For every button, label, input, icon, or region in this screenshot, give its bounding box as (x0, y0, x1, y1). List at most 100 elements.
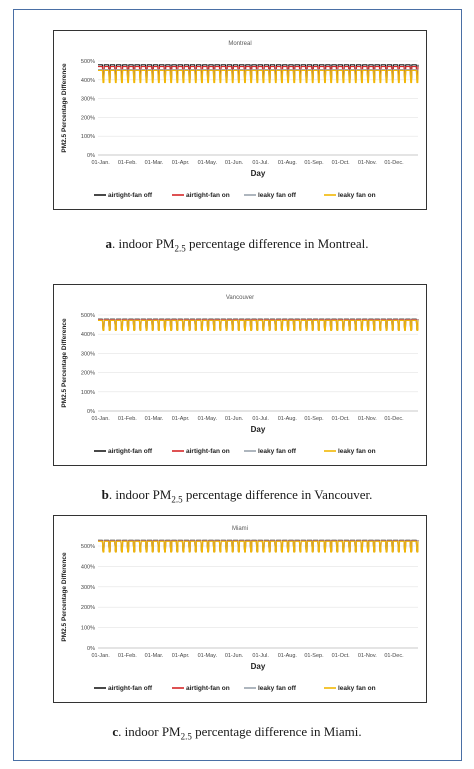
legend-label: airtight-fan on (186, 192, 230, 199)
x-tick-label: 01-Sep. (304, 160, 324, 166)
y-axis-label: PM2.5 Percentage Difference (61, 63, 68, 153)
chart-title: Vancouver (226, 295, 254, 301)
series-line-4 (98, 540, 419, 553)
x-tick-label: 01-Nov. (358, 416, 377, 422)
y-tick-label: 500% (81, 59, 95, 65)
y-tick-label: 500% (81, 313, 95, 319)
x-tick-label: 01-Jun. (225, 160, 244, 166)
y-tick-label: 0% (87, 646, 95, 652)
y-tick-label: 0% (87, 153, 95, 159)
x-tick-label: 01-Apr. (172, 160, 190, 166)
caption-c: c. indoor PM2.5 percentage difference in… (0, 724, 474, 742)
x-tick-label: 01-Aug. (278, 653, 298, 659)
x-tick-label: 01-Jan. (91, 416, 110, 422)
caption-a-sub: 2.5 (174, 243, 186, 254)
caption-c-letter: c (112, 724, 119, 739)
caption-a-post: percentage difference in Montreal. (185, 236, 369, 251)
legend-label: leaky fan off (258, 448, 297, 455)
x-tick-label: 01-May. (198, 416, 218, 422)
y-tick-label: 400% (81, 332, 95, 338)
caption-b-sub: 2.5 (171, 494, 183, 505)
x-tick-label: 01-Oct. (332, 416, 351, 422)
x-tick-label: 01-Jun. (225, 653, 244, 659)
legend-label: airtight-fan off (108, 448, 153, 455)
x-tick-label: 01-Jan. (91, 653, 110, 659)
chart-panel-vancouver: Vancouver 0% 100% 200% 300% 400% 500% 01-Jan. 01… (53, 284, 427, 466)
x-tick-label: 01-Nov. (358, 653, 377, 659)
x-tick-label: 01-Aug. (278, 160, 298, 166)
legend-label: leaky fan on (338, 448, 376, 455)
x-tick-label: 01-Feb. (118, 416, 137, 422)
y-axis-label: PM2.5 Percentage Difference (61, 318, 68, 408)
caption-a: a. indoor PM2.5 percentage difference in… (0, 236, 474, 254)
y-tick-label: 400% (81, 564, 95, 570)
legend-label: leaky fan on (338, 685, 376, 692)
x-tick-label: 01-Mar. (145, 416, 164, 422)
y-tick-label: 500% (81, 544, 95, 550)
x-tick-label: 01-Dec. (384, 160, 404, 166)
legend-label: leaky fan on (338, 192, 376, 199)
legend-label: airtight-fan on (186, 448, 230, 455)
y-tick-label: 200% (81, 115, 95, 121)
x-axis-label: Day (251, 169, 266, 178)
y-tick-label: 300% (81, 97, 95, 103)
y-tick-label: 100% (81, 134, 95, 140)
chart-panel-miami: Miami 0% 100% 200% 300% 400% 500% 01-Jan. 01-Feb… (53, 515, 427, 703)
x-tick-label: 01-Jul. (252, 653, 269, 659)
legend-label: leaky fan off (258, 685, 297, 692)
y-axis-label: PM2.5 Percentage Difference (61, 552, 68, 642)
caption-c-sub: 2.5 (180, 731, 192, 742)
x-tick-label: 01-May. (198, 160, 218, 166)
chart-vancouver: Vancouver 0% 100% 200% 300% 400% 500% 01-Jan. 01… (61, 295, 419, 455)
caption-c-pre: . indoor PM (118, 724, 181, 739)
y-tick-label: 400% (81, 78, 95, 84)
chart-miami: Miami 0% 100% 200% 300% 400% 500% 01-Jan. 01-Feb… (61, 526, 419, 692)
caption-a-pre: . indoor PM (112, 236, 175, 251)
caption-c-post: percentage difference in Miami. (191, 724, 362, 739)
y-tick-label: 200% (81, 371, 95, 377)
x-tick-label: 01-Apr. (172, 653, 190, 659)
legend-label: airtight-fan on (186, 685, 230, 692)
y-tick-label: 0% (87, 409, 95, 415)
x-tick-label: 01-Jul. (252, 416, 269, 422)
x-tick-label: 01-Oct. (332, 653, 351, 659)
x-axis-label: Day (251, 662, 266, 671)
legend-label: leaky fan off (258, 192, 297, 199)
x-tick-label: 01-Jan. (91, 160, 110, 166)
series-line-4 (98, 319, 419, 331)
x-tick-label: 01-Aug. (278, 416, 298, 422)
caption-a-letter: a (105, 236, 113, 251)
x-tick-label: 01-May. (198, 653, 218, 659)
chart-title: Miami (232, 526, 248, 532)
legend-label: airtight-fan off (108, 685, 153, 692)
x-tick-label: 01-Sep. (304, 416, 324, 422)
figure-frame (13, 9, 462, 761)
chart-panel-montreal: Montreal 0% 100% 200% 300% 400% 500% 01-Jan. 01-… (53, 30, 427, 210)
legend-label: airtight-fan off (108, 192, 153, 199)
x-tick-label: 01-Dec. (384, 416, 404, 422)
x-tick-label: 01-Jun. (225, 416, 244, 422)
x-tick-label: 01-Mar. (145, 653, 164, 659)
series-line-4 (98, 69, 419, 84)
y-tick-label: 200% (81, 605, 95, 611)
chart-montreal: Montreal 0% 100% 200% 300% 400% 500% 01-Jan. 01-… (61, 41, 419, 199)
y-tick-label: 100% (81, 390, 95, 396)
caption-b: b. indoor PM2.5 percentage difference in… (0, 487, 474, 505)
y-tick-label: 300% (81, 585, 95, 591)
x-tick-label: 01-Dec. (384, 653, 404, 659)
caption-b-post: percentage difference in Vancouver. (182, 487, 373, 502)
x-tick-label: 01-Feb. (118, 160, 137, 166)
x-tick-label: 01-Oct. (332, 160, 351, 166)
caption-b-letter: b (101, 487, 109, 502)
x-axis-label: Day (251, 425, 266, 434)
caption-b-pre: . indoor PM (108, 487, 172, 502)
x-tick-label: 01-Mar. (145, 160, 164, 166)
x-tick-label: 01-Sep. (304, 653, 324, 659)
x-tick-label: 01-Jul. (252, 160, 269, 166)
y-tick-label: 300% (81, 351, 95, 357)
y-tick-label: 100% (81, 626, 95, 632)
x-tick-label: 01-Apr. (172, 416, 190, 422)
x-tick-label: 01-Nov. (358, 160, 377, 166)
x-tick-label: 01-Feb. (118, 653, 137, 659)
chart-title: Montreal (228, 41, 251, 47)
